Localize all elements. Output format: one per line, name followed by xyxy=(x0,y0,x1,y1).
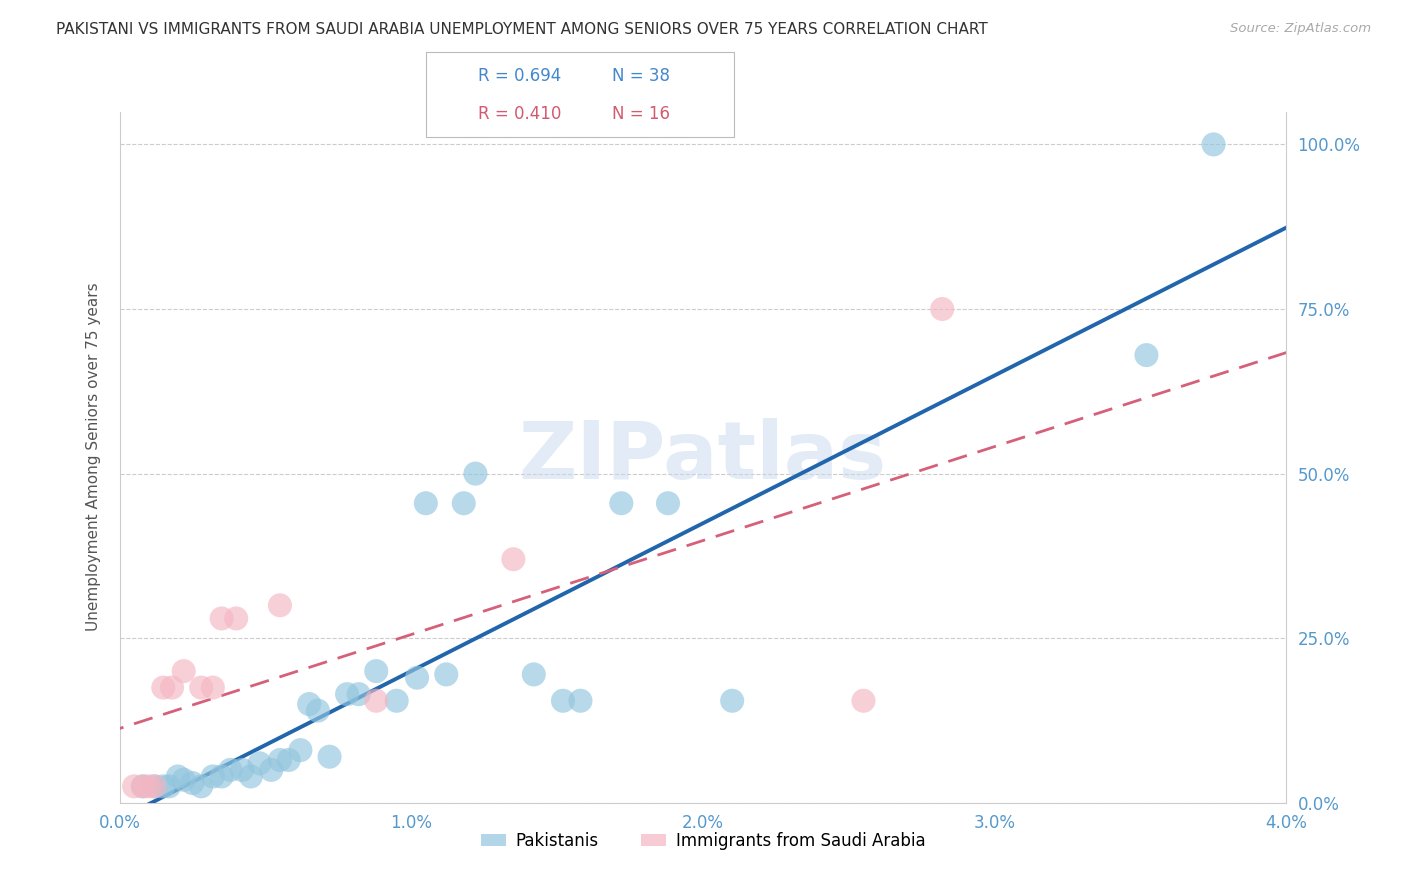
Text: N = 38: N = 38 xyxy=(612,68,669,86)
Point xyxy=(269,753,291,767)
Text: ZIPatlas: ZIPatlas xyxy=(519,418,887,496)
Point xyxy=(239,769,262,783)
Point xyxy=(464,467,486,481)
Point xyxy=(657,496,679,510)
Text: PAKISTANI VS IMMIGRANTS FROM SAUDI ARABIA UNEMPLOYMENT AMONG SENIORS OVER 75 YEA: PAKISTANI VS IMMIGRANTS FROM SAUDI ARABI… xyxy=(56,22,988,37)
Legend: Pakistanis, Immigrants from Saudi Arabia: Pakistanis, Immigrants from Saudi Arabia xyxy=(474,825,932,856)
Point xyxy=(249,756,271,771)
Point xyxy=(318,749,340,764)
Point xyxy=(569,694,592,708)
Point xyxy=(336,687,359,701)
Point xyxy=(307,704,329,718)
Y-axis label: Unemployment Among Seniors over 75 years: Unemployment Among Seniors over 75 years xyxy=(86,283,101,632)
Point xyxy=(231,763,253,777)
Point xyxy=(931,301,953,316)
Point xyxy=(143,780,166,794)
Point xyxy=(152,780,174,794)
Point xyxy=(366,664,388,678)
Point xyxy=(211,611,233,625)
Point xyxy=(852,694,875,708)
Point xyxy=(453,496,475,510)
Point xyxy=(132,780,155,794)
Point xyxy=(143,780,166,794)
Point xyxy=(385,694,408,708)
Point xyxy=(406,671,429,685)
Point xyxy=(190,780,212,794)
Text: R = 0.694: R = 0.694 xyxy=(478,68,561,86)
Point xyxy=(415,496,437,510)
Point xyxy=(152,681,174,695)
Point xyxy=(225,611,247,625)
Point xyxy=(290,743,312,757)
Point xyxy=(1202,137,1225,152)
Point xyxy=(201,681,224,695)
Point xyxy=(434,667,457,681)
Point xyxy=(347,687,370,701)
Point xyxy=(721,694,744,708)
Point xyxy=(523,667,546,681)
Point xyxy=(190,681,212,695)
Point xyxy=(211,769,233,783)
Point xyxy=(260,763,283,777)
Point xyxy=(173,772,195,787)
Point xyxy=(160,681,183,695)
Point xyxy=(219,763,242,777)
Point xyxy=(132,780,155,794)
Point xyxy=(269,599,291,613)
Point xyxy=(502,552,524,566)
Point xyxy=(122,780,145,794)
Point xyxy=(298,697,321,711)
Text: R = 0.410: R = 0.410 xyxy=(478,105,561,123)
Text: Source: ZipAtlas.com: Source: ZipAtlas.com xyxy=(1230,22,1371,36)
Point xyxy=(201,769,224,783)
Point xyxy=(366,694,388,708)
Point xyxy=(551,694,574,708)
Point xyxy=(1135,348,1157,362)
Point xyxy=(610,496,633,510)
Point xyxy=(173,664,195,678)
Point xyxy=(181,776,204,790)
Point xyxy=(277,753,299,767)
Point xyxy=(138,780,160,794)
Point xyxy=(166,769,188,783)
Text: N = 16: N = 16 xyxy=(612,105,669,123)
Point xyxy=(157,780,180,794)
